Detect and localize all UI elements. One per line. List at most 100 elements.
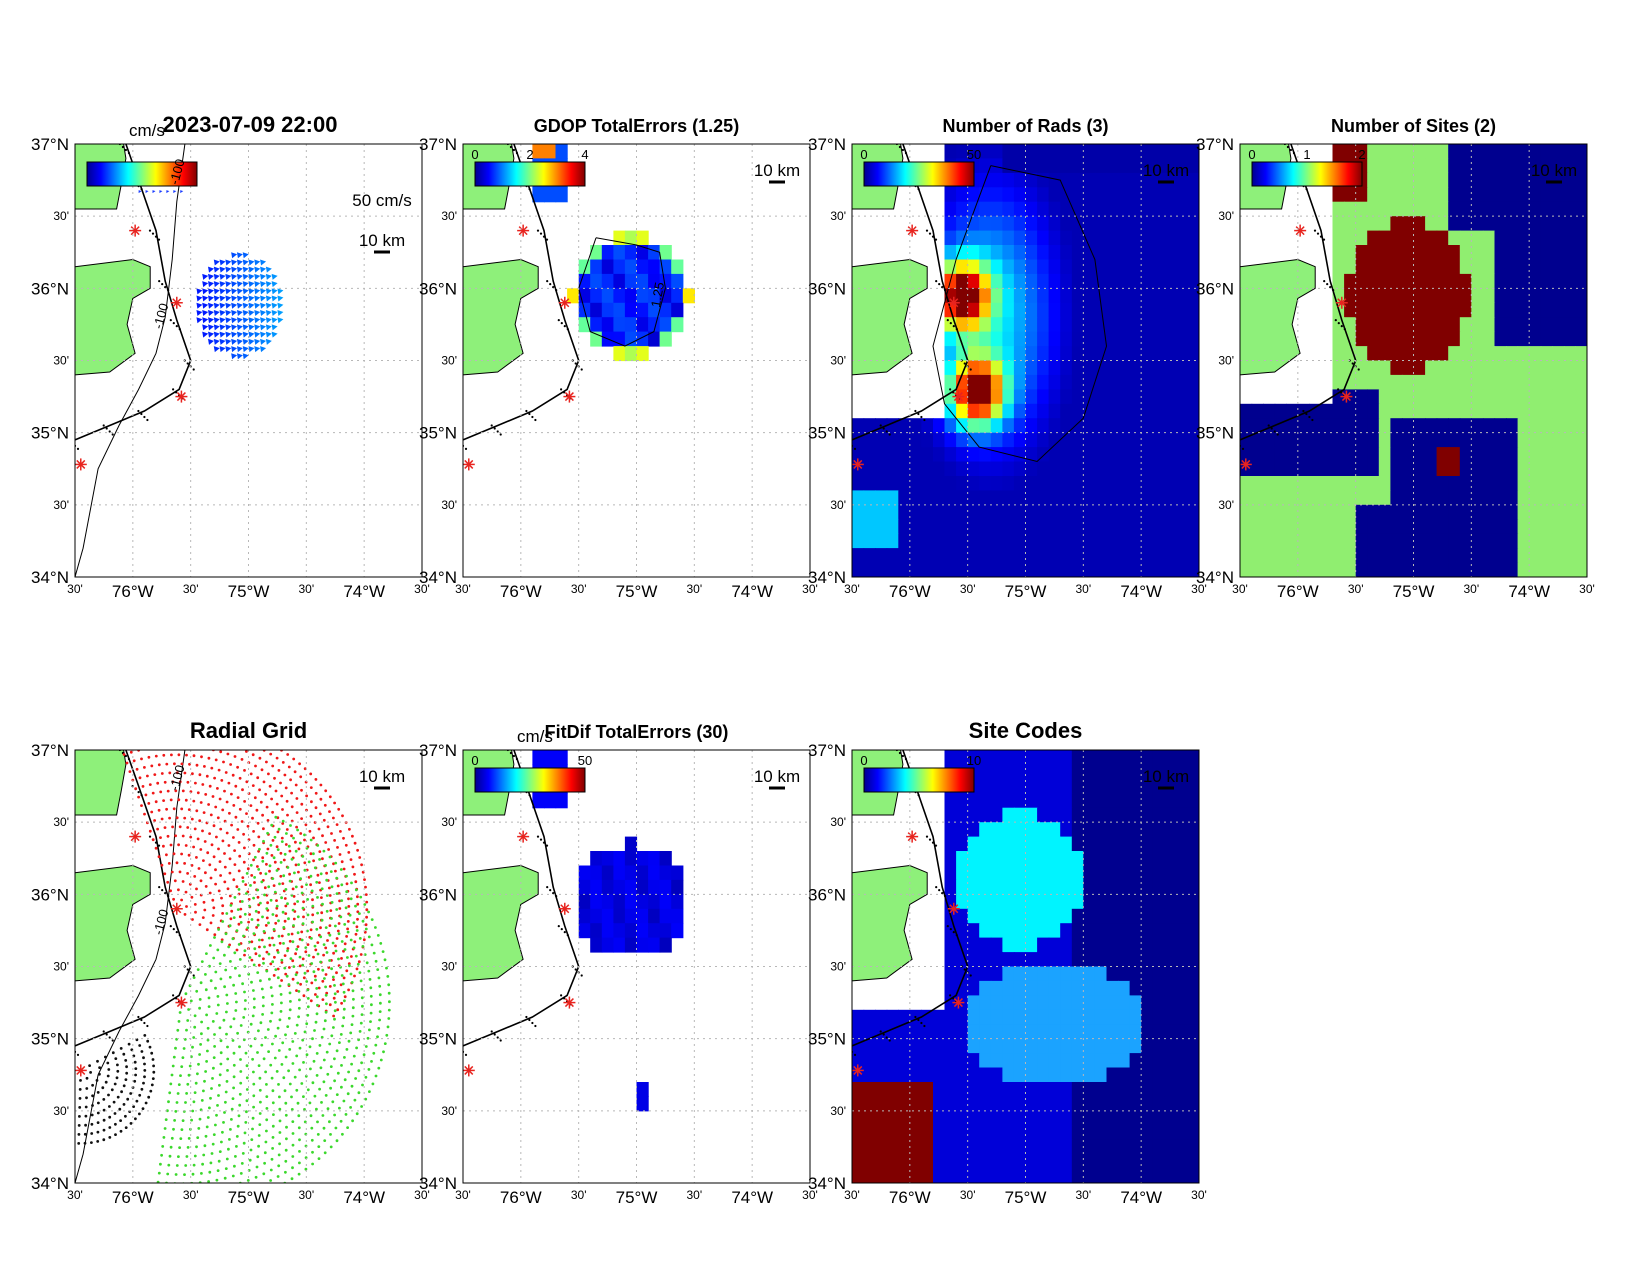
radial-point-red: [227, 844, 231, 847]
radial-point-red: [262, 957, 265, 961]
data-cell: [1141, 172, 1154, 188]
data-cell: [1471, 187, 1484, 203]
marker-stroke: [1295, 226, 1305, 236]
data-cell: [1175, 1024, 1189, 1040]
data-cell: [1060, 750, 1073, 765]
radial-point-red: [279, 874, 283, 878]
coastline: [1240, 144, 1357, 441]
data-cell: [659, 302, 672, 318]
radial-point-green: [371, 1082, 375, 1086]
data-cell: [1390, 519, 1403, 535]
radial-point-red: [317, 986, 321, 990]
data-cell: [1013, 288, 1027, 304]
radial-point-red: [201, 783, 205, 786]
radial-point-red: [323, 803, 327, 807]
radial-point-red: [292, 895, 296, 898]
data-cell: [1164, 1154, 1177, 1170]
data-cell: [1071, 894, 1084, 910]
radial-point-red: [219, 874, 223, 877]
radial-point-green: [325, 1050, 329, 1054]
data-cell: [1344, 490, 1357, 506]
data-cell: [1002, 1067, 1015, 1083]
radial-point-red: [170, 870, 174, 874]
radial-point-green: [277, 827, 281, 831]
data-cell: [1529, 490, 1542, 506]
data-cell: [933, 1067, 946, 1083]
data-cell: [944, 259, 957, 275]
data-cell: [1152, 432, 1165, 448]
radial-point-red: [198, 773, 202, 777]
radial-point-red: [228, 894, 232, 898]
data-cell: [1141, 1053, 1154, 1069]
radial-point-green: [207, 1005, 211, 1008]
data-cell: [909, 504, 922, 520]
data-cell: [1141, 533, 1154, 549]
radial-point-green: [349, 972, 353, 976]
radial-point-green: [278, 882, 281, 886]
radial-point-green: [331, 941, 335, 945]
data-cell: [624, 865, 638, 881]
radial-point-red: [355, 967, 359, 971]
data-cell: [1471, 562, 1484, 577]
radial-point-green: [335, 1049, 339, 1053]
radial-point-red: [204, 885, 208, 888]
radial-point-red: [279, 851, 283, 855]
data-cell: [1106, 937, 1119, 953]
radial-point-green: [366, 1036, 370, 1040]
data-cell: [1529, 447, 1542, 463]
data-cell: [1002, 1053, 1015, 1069]
data-cell: [1048, 403, 1061, 419]
data-cell: [944, 1168, 957, 1183]
radial-point-green: [364, 1075, 368, 1079]
radial-point-red: [243, 953, 246, 957]
data-cell: [1141, 201, 1154, 217]
data-cell: [1037, 764, 1050, 780]
data-cell: [1094, 216, 1108, 232]
data-cell: [898, 418, 911, 434]
radial-point-red: [302, 915, 305, 919]
data-cell: [1413, 476, 1426, 491]
radial-point-green: [305, 1022, 309, 1026]
data-cell: [979, 548, 992, 564]
radial-point-green: [240, 900, 244, 903]
data-cell: [1060, 374, 1073, 390]
radial-point-red: [332, 978, 335, 981]
data-cell: [1471, 346, 1484, 362]
data-cell: [1013, 562, 1027, 577]
coast-dot: [955, 328, 958, 331]
current-arrow: [180, 190, 184, 194]
data-cell: [1187, 201, 1199, 217]
radial-point-green: [261, 1004, 265, 1008]
current-arrow: [265, 281, 272, 288]
radial-point-red: [343, 995, 347, 999]
radial-point-green: [269, 1063, 273, 1067]
data-cell: [898, 490, 911, 506]
data-cell: [1129, 822, 1142, 838]
data-cell: [933, 504, 946, 520]
coast-dot: [1267, 424, 1270, 427]
radial-point-green: [186, 1146, 190, 1149]
data-cell: [1332, 360, 1345, 376]
lon-tick-label: 30': [298, 1188, 314, 1202]
data-cell: [1187, 995, 1199, 1011]
radial-point-red: [129, 750, 133, 754]
data-cell: [1071, 172, 1084, 188]
data-cell: [990, 533, 1003, 549]
data-cell: [956, 374, 969, 390]
data-cell: [1378, 346, 1391, 362]
scale-bar-label: 10 km: [754, 767, 800, 786]
radial-point-red: [228, 871, 232, 875]
data-cell: [1106, 418, 1119, 434]
radial-point-red: [365, 908, 369, 912]
radial-point-red: [327, 848, 330, 851]
marker-stroke: [953, 998, 963, 1008]
data-cell: [1164, 461, 1177, 477]
data-cell: [1164, 764, 1177, 780]
data-cell: [1471, 490, 1484, 506]
radial-point-black: [110, 1088, 114, 1092]
radial-point-green: [224, 968, 228, 972]
radial-point-red: [168, 816, 172, 820]
radial-point-red: [186, 872, 190, 875]
radial-point-red: [339, 983, 343, 987]
current-arrow: [231, 266, 238, 273]
